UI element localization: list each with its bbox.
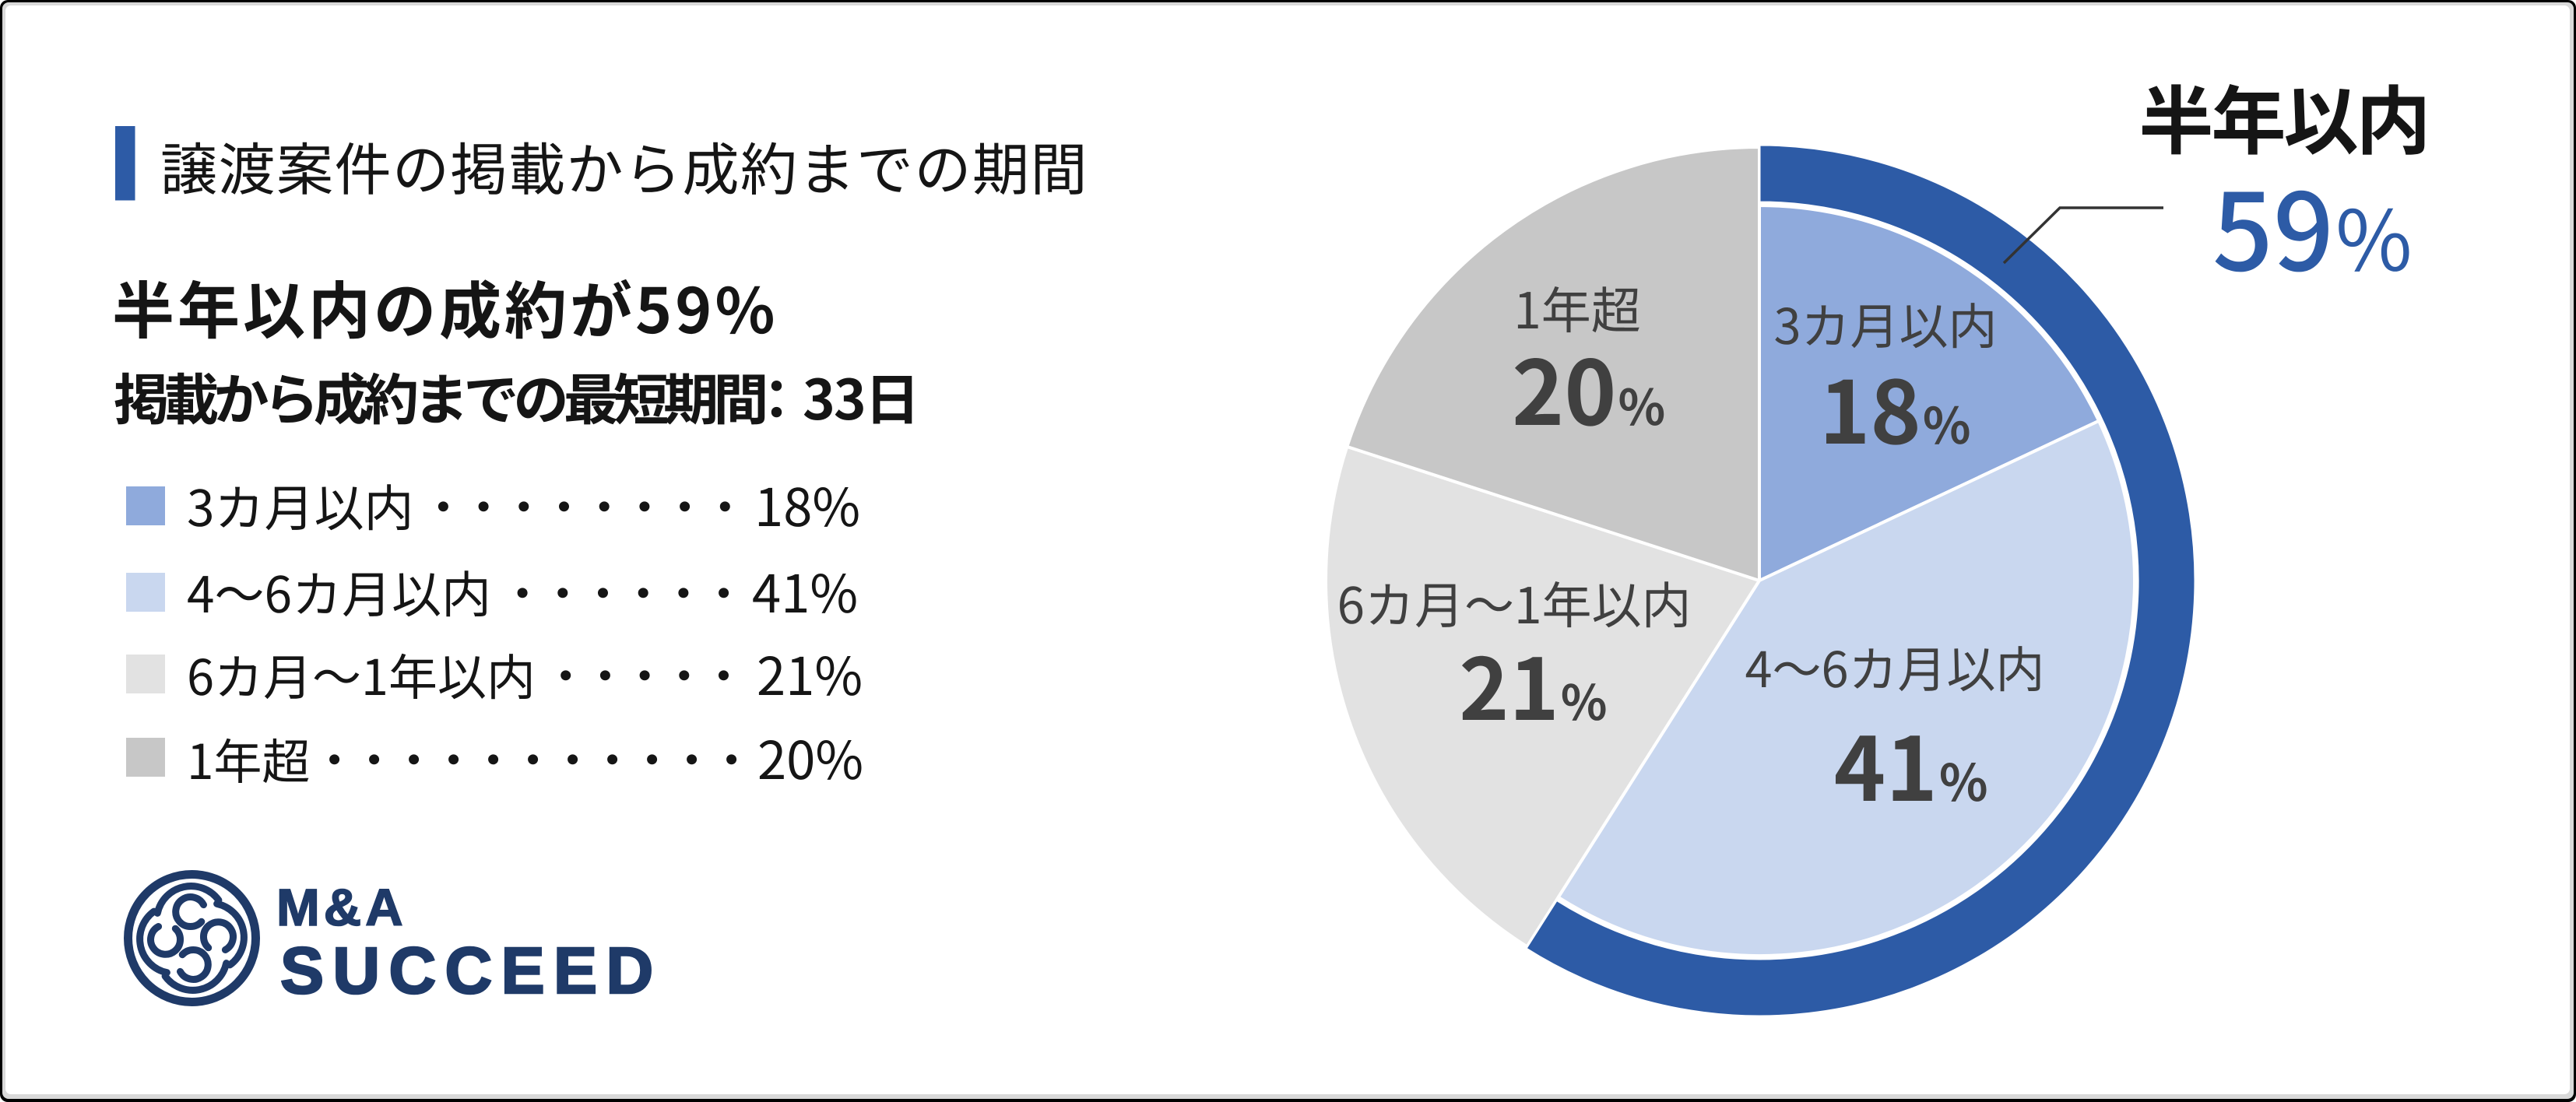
svg-text:SUCCEED: SUCCEED <box>280 934 662 1007</box>
svg-text:M&A: M&A <box>276 879 407 937</box>
